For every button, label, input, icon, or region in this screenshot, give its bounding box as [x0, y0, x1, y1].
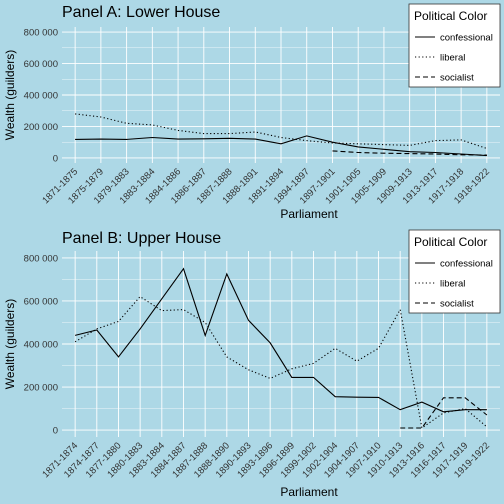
- y-tick-labels: 0 200 000 400 000 600 000 800 000: [24, 28, 58, 165]
- y-tick-label: 0: [53, 153, 58, 164]
- x-axis-label: Parliament: [280, 207, 338, 221]
- panel-title: Panel A: Lower House: [62, 4, 220, 21]
- x-tick-labels: 1871-18751875-18791879-18831883-18841884…: [40, 166, 492, 206]
- legend-title: Political Color: [414, 9, 487, 23]
- y-tick-label: 800 000: [24, 28, 58, 39]
- legend-box: [408, 3, 501, 88]
- y-tick-label: 400 000: [24, 340, 58, 351]
- y-tick-label: 600 000: [24, 296, 58, 307]
- series-lines: [75, 113, 488, 157]
- y-tick-labels: 0 200 000 400 000 600 000 800 000: [24, 253, 58, 436]
- y-tick-label: 400 000: [24, 91, 58, 102]
- gridlines: [62, 27, 500, 163]
- series-line-socialist: [332, 150, 487, 156]
- legend-label-confessional: confessional: [440, 259, 493, 270]
- y-tick-label: 600 000: [24, 59, 58, 70]
- series-line-confessional: [75, 135, 487, 157]
- series-line-liberal: [74, 295, 488, 429]
- y-tick-label: 0: [53, 426, 58, 437]
- legend: Political Color confessional liberal social…: [408, 3, 501, 88]
- x-axis-label: Parliament: [280, 485, 338, 499]
- gridlines: [62, 251, 500, 437]
- series-lines: [74, 267, 488, 429]
- panel-upper-house: Panel B: Upper House 0 200 000 400 000 600 0…: [3, 229, 501, 499]
- series-line-liberal: [75, 113, 488, 150]
- legend-label-confessional: confessional: [440, 33, 493, 44]
- x-tick-labels: 1871-18741874-18771877-18801880-18831883…: [40, 440, 492, 480]
- y-tick-label: 200 000: [24, 122, 58, 133]
- panel-lower-house: Panel A: Lower House 0 200 000 400 000 600 0…: [3, 3, 501, 221]
- legend-label-liberal: liberal: [440, 53, 465, 64]
- y-tick-label: 800 000: [24, 253, 58, 264]
- legend-label-liberal: liberal: [440, 279, 465, 290]
- panel-title: Panel B: Upper House: [62, 230, 221, 247]
- legend-title: Political Color: [414, 235, 487, 249]
- legend: Political Color confessional liberal social…: [408, 229, 501, 314]
- series-line-socialist: [400, 397, 488, 429]
- series-line-confessional: [74, 267, 487, 413]
- y-axis-label: Wealth (guilders): [3, 50, 17, 140]
- legend-label-socialist: socialist: [440, 299, 474, 310]
- legend-box: [408, 229, 501, 314]
- y-tick-label: 200 000: [24, 383, 58, 394]
- legend-label-socialist: socialist: [440, 73, 474, 84]
- y-axis-label: Wealth (guilders): [3, 299, 17, 389]
